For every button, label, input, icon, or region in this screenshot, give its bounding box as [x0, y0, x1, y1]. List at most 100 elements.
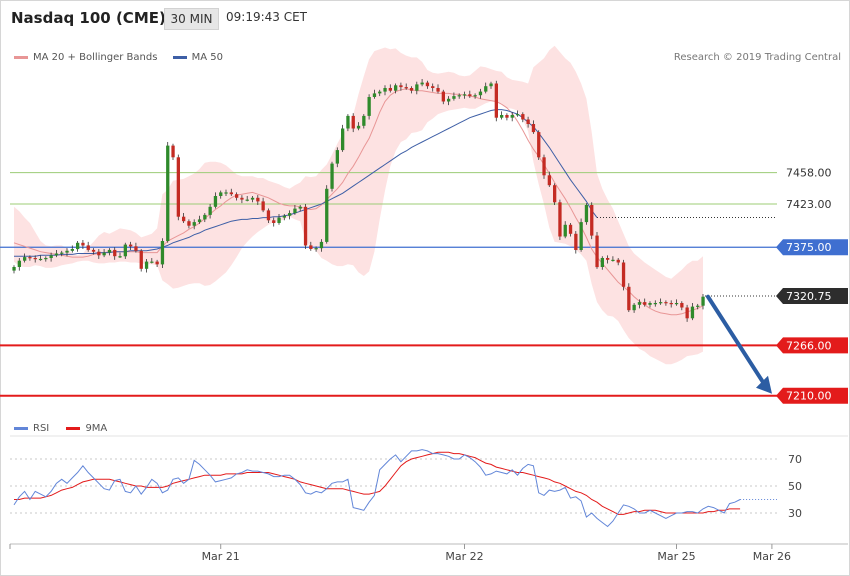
rsi-layer: 70 50 30 [10, 435, 848, 528]
candle [468, 90, 472, 98]
candle [388, 84, 392, 93]
level-tag-bg [776, 239, 848, 256]
candle [378, 89, 382, 97]
candle [447, 96, 451, 106]
candle-body [293, 208, 297, 214]
candle [187, 219, 191, 229]
candle-body [500, 115, 504, 118]
candle [404, 83, 408, 90]
level-tag-text: 7266.00 [786, 339, 832, 352]
candle-body [76, 242, 80, 250]
candle [330, 161, 334, 192]
candle-body [574, 233, 578, 250]
candle [314, 246, 318, 252]
candle-body [208, 206, 212, 215]
candle-body [653, 303, 657, 305]
candle-body [277, 217, 281, 223]
rsi-ma-legend-label: 9MA [85, 423, 108, 434]
candle-body [166, 145, 170, 241]
candle [192, 219, 196, 230]
candle-body [600, 258, 604, 267]
candle-body [309, 245, 313, 249]
candle-body [648, 303, 652, 305]
ma20-swatch [14, 55, 28, 59]
candle-body [690, 306, 695, 319]
candle-body [171, 145, 175, 158]
candle-body [303, 206, 308, 246]
candle [542, 154, 546, 179]
candle [346, 114, 350, 132]
level-label-7458.00: 7458.00 [786, 167, 832, 180]
candle [632, 303, 636, 313]
x-axis-layer: Mar 21 Mar 22 Mar 25 Mar 26 [9, 543, 848, 563]
rsi-legend-entry: RSI [14, 423, 52, 434]
candle [521, 112, 525, 123]
candle-body [49, 255, 53, 258]
candle-body [118, 256, 122, 258]
candle-body [134, 246, 138, 251]
candle [696, 303, 700, 310]
candle [208, 204, 212, 219]
candle [155, 259, 159, 268]
candle [595, 231, 599, 269]
candle [81, 240, 85, 250]
candle-body [139, 250, 143, 269]
candle [383, 85, 387, 96]
candle-body [420, 82, 424, 85]
level-tag-7266.00: 7266.00 [776, 337, 848, 354]
ma50-swatch [172, 55, 187, 59]
level-tag-7210.00: 7210.00 [776, 387, 848, 404]
candle-body [107, 249, 112, 253]
candle-body [489, 83, 493, 87]
level-tag-text: 7210.00 [786, 390, 832, 403]
candle [611, 256, 615, 262]
candle [579, 218, 583, 252]
candle-body [60, 252, 64, 254]
candle-body [70, 249, 74, 251]
candle [303, 204, 308, 250]
candle-body [245, 199, 249, 201]
candle [23, 253, 27, 263]
candle-body [224, 192, 228, 194]
candle [685, 304, 689, 322]
rsi-line [13, 449, 741, 528]
candle-body [123, 244, 127, 257]
candle-body [680, 303, 684, 308]
candle-body [91, 249, 96, 252]
candle [394, 83, 398, 94]
rsi-tick-70: 70 [788, 453, 802, 466]
candle [462, 91, 467, 99]
candle-body [431, 86, 435, 88]
candle [335, 147, 339, 168]
timeframe-selector[interactable]: 30 MIN [164, 8, 219, 30]
candle-body [685, 307, 689, 319]
candle [203, 213, 207, 223]
candle-body [319, 241, 324, 249]
candle [17, 258, 21, 271]
candle [60, 250, 64, 257]
price-levels-layer [0, 172, 777, 397]
candle [616, 258, 620, 266]
price-legend: MA 20 + Bollinger Bands MA 50 [14, 52, 223, 63]
candle [97, 249, 101, 259]
candle-body [510, 115, 514, 118]
candle [637, 299, 642, 309]
candle [648, 301, 652, 308]
candle-body [568, 224, 573, 234]
candle [319, 239, 324, 252]
candle-body [611, 259, 615, 261]
candle-body [547, 175, 551, 186]
x-tick-label: Mar 22 [445, 550, 483, 563]
candle [277, 213, 281, 225]
candle [553, 183, 557, 205]
candle [134, 242, 138, 253]
candle-body [97, 251, 101, 256]
candle [643, 298, 647, 307]
candle [473, 93, 477, 99]
candle [309, 241, 313, 251]
candle [372, 89, 377, 99]
candle-body [468, 94, 472, 97]
candle-body [537, 132, 541, 158]
candle-body [33, 258, 37, 260]
candle [282, 213, 286, 221]
